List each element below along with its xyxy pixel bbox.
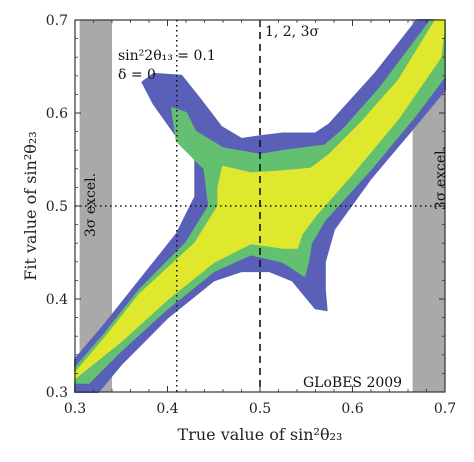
contour-1sigma xyxy=(74,19,446,380)
y-tick-label-4: 0.7 xyxy=(46,13,68,29)
axis-ticks: 0.3 0.4 0.5 0.6 0.7 0.3 0.4 0.5 0.6 0.7 xyxy=(46,13,456,417)
y-tick-label-0: 0.3 xyxy=(46,385,68,401)
params-line-2: δ = 0 xyxy=(118,67,156,83)
credit-label: GLoBES 2009 xyxy=(303,375,402,391)
excluded-band-label-right: 3σ excel. xyxy=(433,146,449,210)
x-tick-label-4: 0.7 xyxy=(434,401,456,417)
excluded-band-label-left: 3σ excel. xyxy=(83,173,99,237)
x-tick-label-3: 0.6 xyxy=(341,401,363,417)
x-tick-label-0: 0.3 xyxy=(64,401,86,417)
sigma-levels-label: 1, 2, 3σ xyxy=(265,24,320,40)
y-tick-label-2: 0.5 xyxy=(46,199,68,215)
x-axis-label: True value of sin²θ₂₃ xyxy=(178,425,343,444)
reference-lines xyxy=(75,20,445,392)
y-tick-label-3: 0.6 xyxy=(46,106,68,122)
y-axis-label: Fit value of sin²θ₂₃ xyxy=(21,131,40,280)
x-tick-label-1: 0.4 xyxy=(156,401,178,417)
params-line-1: sin²2θ₁₃ = 0.1 xyxy=(118,48,216,64)
x-tick-label-2: 0.5 xyxy=(249,401,271,417)
y-tick-label-1: 0.4 xyxy=(46,292,68,308)
